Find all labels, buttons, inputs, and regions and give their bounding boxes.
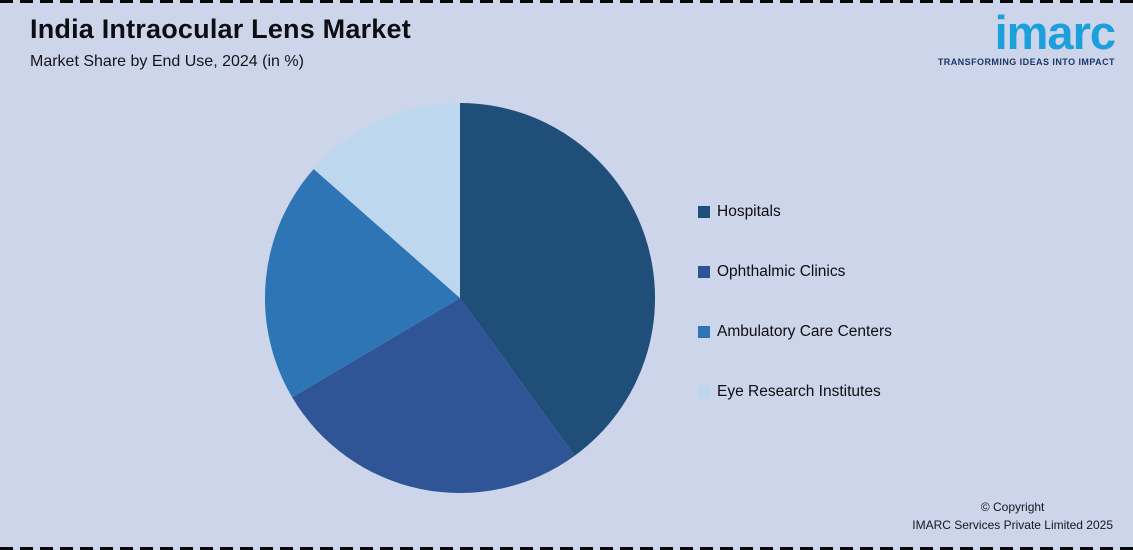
pie-chart-container [262, 100, 658, 496]
header: India Intraocular Lens Market Market Sha… [30, 14, 411, 71]
legend-marker-icon [698, 266, 710, 278]
pie-slice-hospitals [460, 102, 656, 456]
legend-marker-icon [698, 206, 710, 218]
legend-item-eye-research-institutes: Eye Research Institutes [698, 383, 892, 401]
legend-label: Hospitals [717, 203, 781, 220]
pie-slice-ophthalmic-clinics [292, 298, 575, 494]
page-title: India Intraocular Lens Market [30, 14, 411, 44]
chart-legend: Hospitals Ophthalmic Clinics Ambulatory … [698, 203, 892, 443]
pie-chart [264, 102, 656, 494]
legend-label: Eye Research Institutes [717, 383, 881, 400]
legend-item-hospitals: Hospitals [698, 203, 892, 221]
imarc-logo: imarc TRANSFORMING IDEAS INTO IMPACT [875, 6, 1116, 68]
legend-label: Ophthalmic Clinics [717, 263, 846, 280]
imarc-logo-wordmark: imarc [994, 6, 1116, 59]
copyright-notice: © Copyright IMARC Services Private Limit… [912, 499, 1113, 534]
pie-slice-ambulatory-care-centers [264, 169, 460, 398]
legend-item-ambulatory-care-centers: Ambulatory Care Centers [698, 323, 892, 341]
copyright-line2: IMARC Services Private Limited 2025 [912, 517, 1113, 532]
page-subtitle: Market Share by End Use, 2024 (in %) [30, 53, 304, 70]
legend-item-ophthalmic-clinics: Ophthalmic Clinics [698, 263, 892, 281]
copyright-line1: © Copyright [980, 500, 1045, 515]
pie-slice-eye-research-institutes [313, 102, 460, 298]
legend-marker-icon [698, 386, 710, 398]
legend-marker-icon [698, 326, 710, 338]
legend-label: Ambulatory Care Centers [717, 323, 892, 340]
imarc-logo-tagline: TRANSFORMING IDEAS INTO IMPACT [937, 57, 1115, 68]
